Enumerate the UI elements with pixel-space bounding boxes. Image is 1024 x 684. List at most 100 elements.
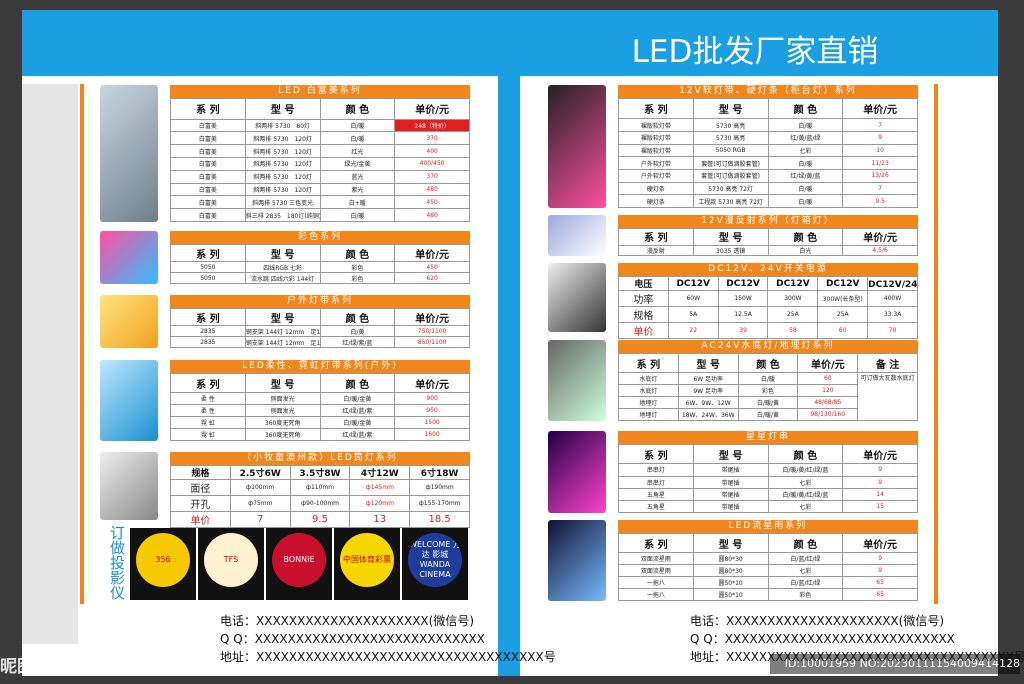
column-header: 颜 色 [319,372,396,394]
price-table: 系 列型 号颜 色单价/元柔 性侧面发光 白/暖/金黄 900 柔 性侧面发光 红/绿/… [170,372,470,441]
table-row: 硬灯条 5730 高亮 72灯 白/暖 7 [618,181,918,196]
column-header: 单价/元 [842,532,918,554]
cell: 950 [394,404,470,418]
table-row: 白富美 斜两排 5730 80灯 白/暖 248（特价） [170,118,470,133]
gobo-text: BONNIE [272,533,326,587]
price-table: 系 列型 号颜 色单价/元 白富美 斜两排 5730 80灯 白/暖 248（特价） 白富… [170,98,470,222]
product-photo [100,452,158,520]
column-header: 型 号 [244,372,321,394]
product-photo [548,263,606,332]
table-row: 户外软灯带 套管(可订做滴胶套管) 白/暖 11/23 [618,156,918,170]
table-row: 白富美 斜两排 5730 120灯 紫光 480 [170,182,470,197]
cell: 白/暖 [767,181,844,196]
cell: 6W、9W、12W [677,396,739,409]
contact-line: 电话：XXXXXXXXXXXXXXXXXXXXX(微信号) [220,614,474,628]
cell: 带尾插 [692,487,769,501]
column-header: 单价/元 [842,97,918,120]
column-header: 颜 色 [767,532,844,554]
cell: 370 [394,169,470,184]
column-header: DC12V [767,276,819,291]
cell: 360度无死角 [244,428,321,441]
cell: 白/暖/金黄 [319,416,396,429]
cell: 480 [394,208,470,222]
cell: 红光 [319,144,396,158]
cell: 13/26 [842,168,918,183]
table-row: 地埋灯 18W、24W、36W 白/暖/黄 98/130/160 [618,408,918,421]
cell: 400 [394,144,470,158]
table: 系 列型 号颜 色单价/元备 注水底灯 6W 足功率 白/暖 60 可订做大瓦数水底灯水… [618,352,918,421]
price-table: 电压DC12VDC12VDC12VDC12VDC12V/24V防雨功率60W15… [618,276,918,339]
table-row: 串串灯 带尾插 白/暖/黄/红/绿/蓝 9 [618,463,918,477]
cell: 红/绿/黄/蓝 [767,168,844,183]
cell: 裸版软灯带 [618,143,694,158]
table: 系 列型 号颜 色单价/元柔 性侧面发光 白/暖/金黄 900 柔 性侧面发光 红/绿/… [170,372,470,441]
cell: 120 [797,384,859,398]
watermark: 昵图网 www.nipic.com [0,657,202,677]
table-row: 霓 虹 360度无死角 红/绿/蓝/紫 1600 [170,428,470,441]
cell: 白/暖/金黄 [319,392,396,406]
cell: 白/蓝/红/绿 [767,552,844,566]
cell: 单价 [170,511,231,528]
column-header: 单价/元 [797,352,859,374]
cell: 斜两排 5730 120灯 [244,169,321,184]
cell: 双面流星雨 [618,564,694,578]
table-row: 白富美 斜三排 2835 180灯(纯铜) 白/暖 480 [170,208,470,222]
cell: ф155-170mm [409,495,470,512]
cell: ф100mm [229,479,291,496]
cell: 水底灯 [618,384,679,398]
cell: 斜两排 5730 120灯 [244,156,321,171]
column-header: 备 注 [857,352,918,374]
cell: 白富美 [170,182,246,197]
cell: 彩色 [319,272,396,284]
cell: 白/暖 [767,194,844,208]
column-header: 型 号 [244,307,321,327]
cell: 7 [842,181,918,196]
cell: 七彩 [767,499,844,514]
cell: 五角星 [618,499,694,514]
cell: 3035 透镜 [692,244,769,257]
product-photo [100,231,158,284]
cell: 地埋灯 [618,408,679,421]
table-row: 霓 虹 360度无死角 白/暖/金黄 1500 [170,416,470,429]
cell: 漫反射 [618,244,694,257]
cell: 霓 虹 [170,428,246,441]
cell: 一拖八 [618,576,694,589]
table-row: 5050 流水跳 四线六彩 144灯 彩色 620 [170,272,470,284]
cell: 9 [842,564,918,578]
cell: 39 [717,322,769,339]
cell: 一拖八 [618,588,694,601]
cell: 白/暖 [319,131,396,146]
price-table: 系 列型 号颜 色单价/元备 注水底灯 6W 足功率 白/暖 60 可订做大瓦数水底灯水… [618,352,918,421]
header-row: 系 列型 号颜 色单价/元 [170,98,470,120]
cell: 1500 [394,416,470,429]
cell: 四线RGB 七彩 [244,261,321,274]
cell: 9 [842,463,918,477]
cell: 工程款 5730 高亮 72灯 [692,194,769,208]
header-row: 系 列型 号颜 色单价/元 [170,307,470,327]
cell: 白富美 [170,169,246,184]
cell: ф110mm [289,479,351,496]
cell: 7 [842,118,918,132]
column-header: 系 列 [170,98,246,120]
cell: 圆50*10 [692,588,769,601]
table-row: 白富美 斜两排 5730 120灯 蓝光 370 [170,169,470,184]
cell: 白/暖/黄/红/绿/蓝 [767,463,844,477]
cell: 400W [867,290,918,307]
cell: 钢支架 144灯 12mm 足100米 [244,325,321,338]
column-header: 系 列 [618,443,694,465]
section-title: 彩色系列 [170,231,470,244]
cell: 侧面发光 [244,392,321,406]
cell: 彩色 [737,384,799,398]
cell: 白富美 [170,131,246,146]
cell: 5050 [170,261,246,274]
cell: 22 [667,322,719,339]
cell: 5730 高亮 72灯 [692,181,769,196]
column-header: 系 列 [618,228,694,246]
table-row: 5050 四线RGB 七彩 彩色 450 [170,261,470,274]
header-row: 系 列型 号颜 色单价/元备 注 [618,352,918,374]
cell: 绿光/金黄 [319,156,396,171]
section-title: 12V软灯带、硬灯条（柜台灯）系列 [618,85,918,98]
cell: 300W(长条型) [817,290,869,307]
column-header: 颜 色 [319,98,396,120]
